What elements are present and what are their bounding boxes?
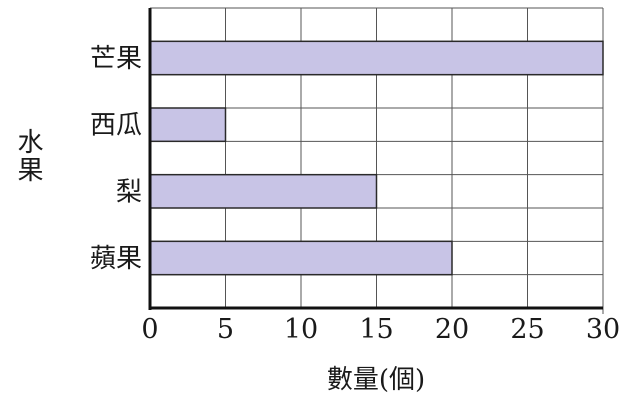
x-tick-label: 30 (586, 314, 620, 345)
category-label: 蘋果 (90, 244, 142, 274)
x-tick-label: 20 (435, 314, 469, 345)
x-tick-label: 10 (284, 314, 318, 345)
category-label: 芒果 (90, 44, 142, 74)
x-tick-label: 5 (217, 314, 234, 345)
bar-4 (149, 240, 453, 276)
x-tick-labels: 0 5 10 15 20 25 30 (141, 314, 620, 345)
bar-1 (149, 40, 604, 76)
category-label: 梨 (116, 177, 142, 207)
bars-group (149, 40, 604, 276)
axes-group (148, 8, 603, 310)
category-label: 西瓜 (90, 111, 142, 141)
bar-2 (149, 107, 227, 143)
y-axis-title: 水果 (13, 128, 43, 184)
bar-3 (149, 173, 378, 209)
x-tick-label: 15 (359, 314, 393, 345)
x-tick-label: 0 (141, 314, 158, 345)
x-tick-label: 25 (510, 314, 544, 345)
x-axis-title: 數量(個) (327, 365, 425, 395)
